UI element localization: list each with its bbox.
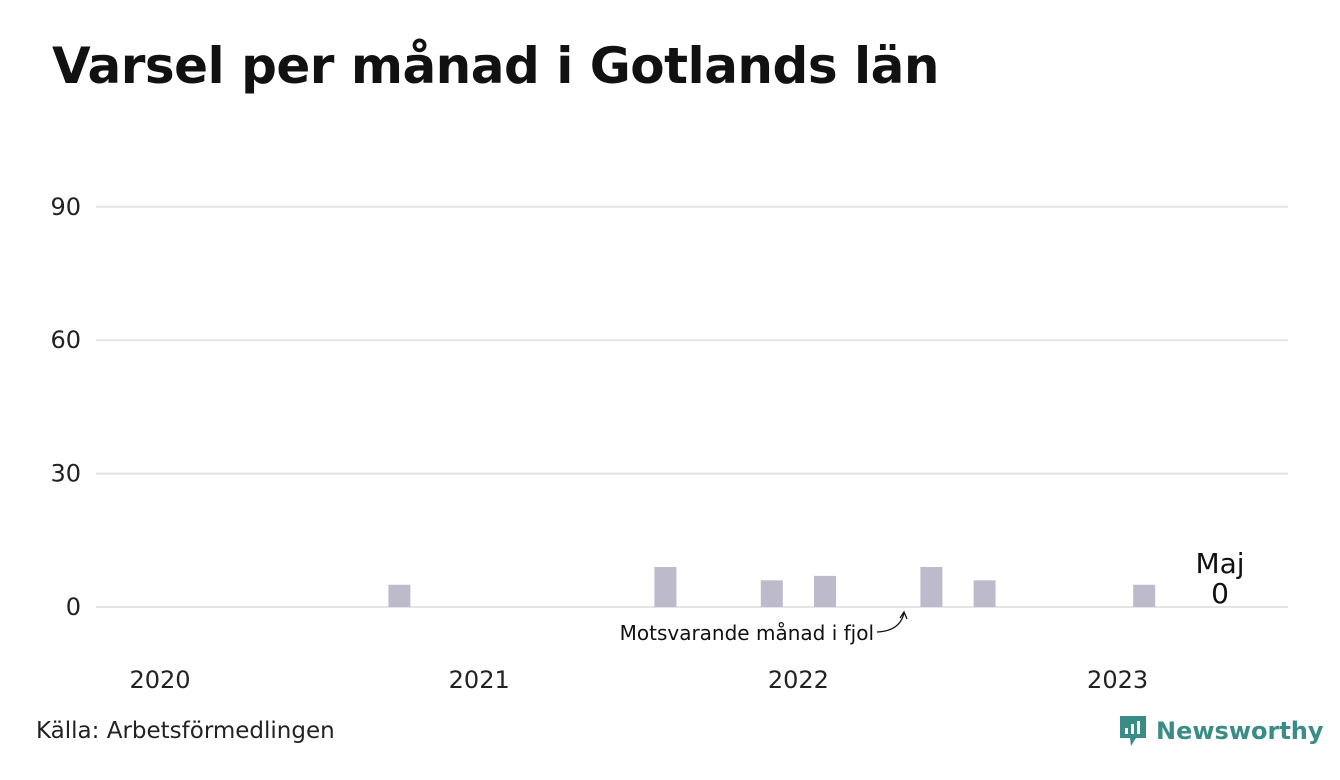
bar bbox=[654, 566, 677, 607]
latest-month-label: Maj bbox=[1195, 547, 1244, 580]
y-axis-labels: 0 30 60 90 bbox=[50, 193, 81, 621]
x-tick-label: 2021 bbox=[449, 666, 510, 694]
bar bbox=[760, 580, 783, 607]
brand-logo: Newsworthy bbox=[1118, 714, 1324, 748]
bar bbox=[388, 584, 411, 607]
x-axis-labels: 2020 2021 2022 2023 bbox=[129, 666, 1148, 694]
comparison-annotation: Motsvarande månad i fjol bbox=[620, 610, 908, 645]
comparison-annotation-label: Motsvarande månad i fjol bbox=[620, 621, 874, 645]
x-tick-label: 2023 bbox=[1087, 666, 1148, 694]
annotation-arrowhead-icon bbox=[899, 610, 908, 620]
latest-value-label: Maj 0 bbox=[1195, 547, 1244, 610]
bar bbox=[973, 580, 996, 607]
x-tick-label: 2022 bbox=[768, 666, 829, 694]
brand-name: Newsworthy bbox=[1156, 717, 1324, 745]
y-tick-label: 30 bbox=[50, 460, 81, 488]
annotation-arrow bbox=[876, 612, 905, 633]
bars bbox=[388, 566, 1156, 607]
bar bbox=[1133, 584, 1156, 607]
newsworthy-logo-icon bbox=[1120, 716, 1146, 746]
gridlines bbox=[96, 205, 1288, 608]
bar bbox=[920, 566, 943, 607]
y-tick-label: 60 bbox=[50, 326, 81, 354]
x-tick-label: 2020 bbox=[129, 666, 190, 694]
chart-title: Varsel per månad i Gotlands län bbox=[52, 37, 939, 95]
y-tick-label: 0 bbox=[66, 593, 81, 621]
latest-value: 0 bbox=[1211, 577, 1229, 610]
y-tick-label: 90 bbox=[50, 193, 81, 221]
bar bbox=[814, 575, 836, 607]
source-note: Källa: Arbetsförmedlingen bbox=[36, 718, 335, 744]
